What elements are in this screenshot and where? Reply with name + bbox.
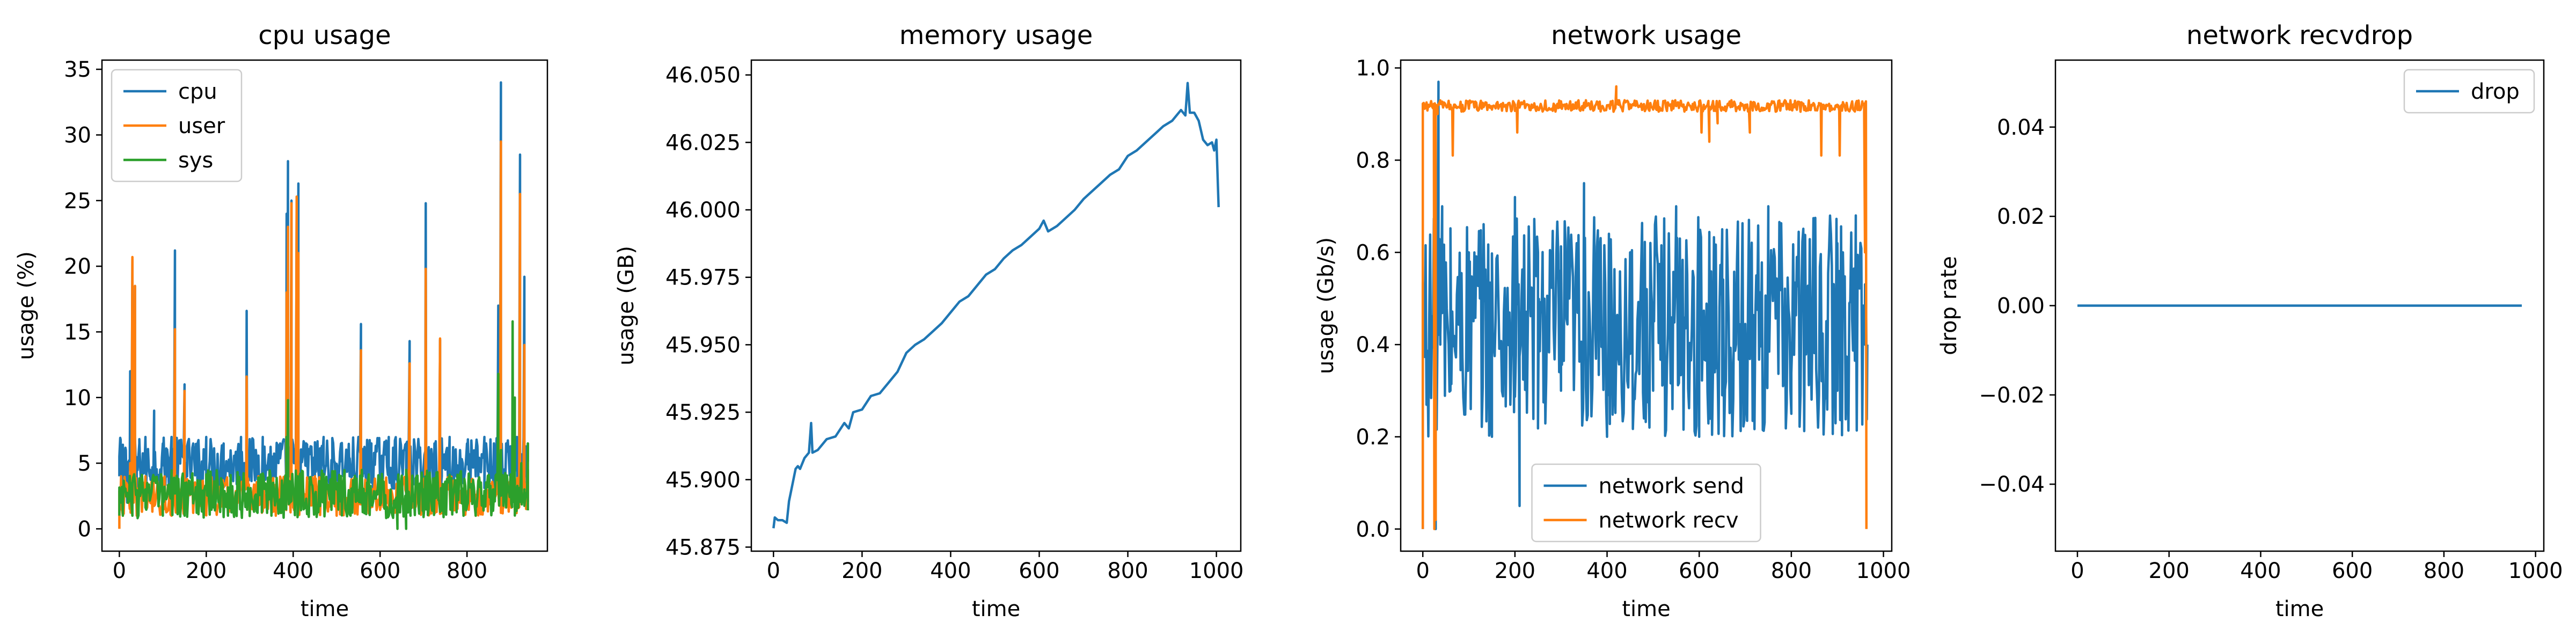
- chart-panel-2: 0 200 400 600 800 1000 0.0 0.2 0.4 0.6 0.8 1.0 netwo…: [1314, 20, 1911, 621]
- y-axis-label: usage (GB): [614, 246, 639, 365]
- chart-panel-3: 0 200 400 600 800 1000 −0.04 −0.02 0.00 0.02 0.04 n…: [1937, 20, 2563, 621]
- chart-panel-1: 0 200 400 600 800 1000 45.875 45.900 45.925 45.95…: [614, 20, 1244, 621]
- chart-title: network recvdrop: [2186, 20, 2413, 50]
- x-tick-label: 400: [1586, 559, 1627, 583]
- x-tick-label: 400: [273, 559, 313, 583]
- legend: network send network recv: [1531, 463, 1761, 543]
- y-tick-label: 46.000: [665, 198, 741, 223]
- x-tick-label: 0: [767, 559, 780, 583]
- legend-label: user: [178, 114, 225, 138]
- y-tick-label: 0.6: [1356, 240, 1390, 265]
- y-tick-label: 45.875: [665, 535, 741, 560]
- y-tick-label: 1.0: [1356, 56, 1390, 81]
- x-tick-label: 400: [2240, 559, 2281, 583]
- y-tick-label: 0.00: [1997, 294, 2045, 319]
- series-line-sys: [118, 320, 529, 530]
- series-line-value: [772, 82, 1220, 529]
- y-tick-label: 45.950: [665, 333, 741, 357]
- legend: drop: [2403, 69, 2535, 114]
- legend-label: network send: [1599, 474, 1744, 499]
- x-axis-label: time: [2275, 597, 2324, 621]
- chart-panel-0: 0 200 400 600 800 0 5 10 15 20 25 30 35 cpu usage time…: [14, 20, 548, 621]
- x-tick-label: 200: [841, 559, 882, 583]
- x-tick-label: 200: [2149, 559, 2190, 583]
- y-tick-label: 0: [78, 517, 91, 541]
- x-tick-label: 0: [113, 559, 126, 583]
- y-tick-label: 0.4: [1356, 333, 1390, 357]
- x-tick-label: 800: [2424, 559, 2464, 583]
- legend-label: cpu: [178, 79, 217, 104]
- y-tick-label: 20: [64, 254, 91, 279]
- chart-title: cpu usage: [258, 20, 391, 50]
- x-tick-label: 0: [2070, 559, 2084, 583]
- y-tick-label: 5: [78, 451, 91, 476]
- y-tick-label: 46.050: [665, 63, 741, 88]
- plot-area: [1421, 80, 1869, 531]
- y-tick-label: 10: [64, 386, 91, 411]
- x-tick-label: 1000: [1189, 559, 1244, 583]
- y-tick-label: 30: [64, 123, 91, 148]
- y-tick-label: −0.02: [1979, 383, 2045, 408]
- y-tick-label: 0.2: [1356, 425, 1390, 450]
- y-axis-label: usage (Gb/s): [1314, 237, 1338, 374]
- x-tick-label: 600: [1679, 559, 1719, 583]
- y-tick-label: 45.900: [665, 468, 741, 493]
- y-tick-label: −0.04: [1979, 472, 2045, 497]
- y-tick-label: 46.025: [665, 130, 741, 155]
- axes-frame: [1400, 59, 1893, 552]
- chart-title: network usage: [1551, 20, 1741, 50]
- x-tick-label: 200: [186, 559, 226, 583]
- y-axis-label: usage (%): [14, 251, 39, 360]
- x-tick-label: 600: [1019, 559, 1059, 583]
- series-line-cpu: [118, 81, 529, 504]
- chart-title: memory usage: [899, 20, 1093, 50]
- x-tick-label: 200: [1495, 559, 1535, 583]
- legend-box: [111, 69, 243, 182]
- x-axis-label: time: [1622, 597, 1670, 621]
- x-axis-label: time: [301, 597, 349, 621]
- legend-box: [2403, 69, 2535, 114]
- series-line-network-send: [1421, 80, 1869, 531]
- x-tick-label: 800: [447, 559, 487, 583]
- plot-area: [772, 82, 1220, 529]
- x-tick-label: 800: [1771, 559, 1812, 583]
- y-tick-label: 0.04: [1997, 115, 2045, 140]
- legend-label: drop: [2471, 79, 2520, 104]
- y-tick-label: 0.02: [1997, 204, 2045, 229]
- legend-label: network recv: [1599, 508, 1739, 533]
- y-tick-label: 0.8: [1356, 148, 1390, 173]
- x-tick-label: 400: [930, 559, 971, 583]
- y-tick-label: 45.975: [665, 266, 741, 290]
- legend-label: sys: [178, 148, 213, 173]
- y-tick-label: 25: [64, 189, 91, 214]
- y-tick-label: 35: [64, 57, 91, 82]
- y-tick-label: 0.0: [1356, 517, 1390, 542]
- plot-area: [118, 81, 529, 530]
- x-tick-label: 600: [2332, 559, 2373, 583]
- axes-frame: [101, 59, 548, 552]
- y-tick-label: 45.925: [665, 400, 741, 425]
- x-axis-label: time: [972, 597, 1020, 621]
- series-line-network-recv: [1421, 85, 1868, 531]
- y-tick-label: 15: [64, 320, 91, 345]
- legend: cpu user sys: [111, 69, 243, 182]
- x-tick-label: 1000: [2508, 559, 2563, 583]
- x-tick-label: 800: [1107, 559, 1148, 583]
- x-tick-label: 1000: [1856, 559, 1911, 583]
- legend-box: [1531, 463, 1761, 543]
- x-tick-label: 600: [360, 559, 400, 583]
- y-axis-label: drop rate: [1937, 256, 1962, 355]
- x-tick-label: 0: [1416, 559, 1429, 583]
- axes-frame: [750, 59, 1242, 552]
